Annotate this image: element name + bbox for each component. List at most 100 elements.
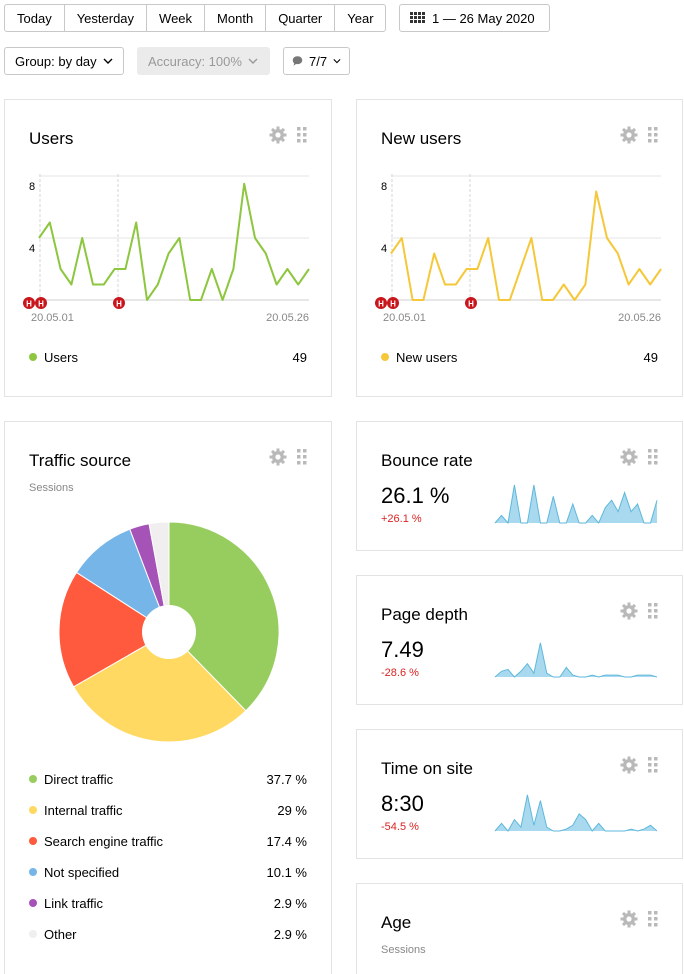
widget-tools — [269, 126, 307, 144]
metric-value: 26.1 % — [381, 483, 450, 508]
group-by-label: Group: by day — [15, 53, 97, 69]
date-range-button[interactable]: 1 — 26 May 2020 — [399, 4, 550, 32]
drag-handle-icon[interactable] — [648, 911, 658, 927]
legend-row[interactable]: Other 2.9 % — [29, 926, 307, 942]
gear-icon[interactable] — [620, 448, 638, 466]
pie-slice[interactable] — [168, 521, 280, 712]
legend-value: 2.9 % — [273, 895, 307, 911]
holiday-marker[interactable]: H — [35, 297, 47, 309]
svg-text:H: H — [468, 300, 474, 309]
gear-icon[interactable] — [620, 910, 638, 928]
sparkline-line — [494, 484, 658, 525]
metric-delta: +26.1 % — [381, 513, 422, 525]
widget-title: Users — [29, 129, 74, 148]
gear-icon[interactable] — [269, 126, 287, 144]
legend-row[interactable]: Users 49 — [29, 349, 307, 365]
gear-icon[interactable] — [269, 448, 287, 466]
x-end-label: 20.05.26 — [618, 312, 661, 324]
drag-handle-icon[interactable] — [297, 127, 307, 143]
legend-row[interactable]: Not specified 10.1 % — [29, 864, 307, 880]
gear-icon[interactable] — [620, 756, 638, 774]
y-tick-label: 8 — [29, 181, 35, 193]
new-users-widget: New users 8 4 H H H 20.05.01 20.05.26 Ne… — [356, 99, 683, 397]
metric-delta: -54.5 % — [381, 821, 419, 833]
holiday-marker[interactable]: H — [387, 297, 399, 309]
pie-slice[interactable] — [72, 631, 247, 743]
holiday-marker[interactable]: H — [465, 297, 477, 309]
widget-title: Time on site — [381, 759, 473, 778]
metric-value: 7.49 — [381, 637, 424, 662]
holiday-marker[interactable]: H — [375, 297, 387, 309]
legend-value: 10.1 % — [266, 864, 307, 880]
widget-title: Bounce rate — [381, 451, 473, 470]
pie-slice[interactable] — [58, 571, 170, 688]
legend-value: 29 % — [277, 802, 307, 818]
period-week[interactable]: Week — [147, 5, 206, 31]
new-users-series-line — [390, 190, 662, 301]
sparkline-area — [495, 485, 657, 523]
group-by-dropdown[interactable]: Group: by day — [4, 47, 124, 75]
holiday-marker[interactable]: H — [113, 297, 125, 309]
sparkline-line — [494, 794, 658, 832]
x-end-label: 20.05.26 — [266, 312, 309, 324]
legend-dot — [29, 899, 37, 907]
legend-label: Users — [44, 349, 78, 365]
bounce-rate-widget: Bounce rate 26.1 % +26.1 % — [356, 421, 683, 551]
widget-title: Age — [381, 913, 412, 932]
bounce-rate-sparkline — [494, 484, 658, 525]
legend-row[interactable]: Search engine traffic 17.4 % — [29, 833, 307, 849]
legend-dot — [29, 868, 37, 876]
age-widget: Age Sessions — [356, 883, 683, 974]
legend-row[interactable]: New users 49 — [381, 349, 658, 365]
drag-handle-icon[interactable] — [648, 757, 658, 773]
legend-label: Search engine traffic — [44, 833, 163, 849]
legend-label: Internal traffic — [44, 802, 123, 818]
holiday-marker[interactable]: H — [23, 297, 35, 309]
accuracy-dropdown[interactable]: Accuracy: 100% — [137, 47, 270, 75]
widget-tools — [620, 126, 658, 144]
drag-handle-icon[interactable] — [648, 449, 658, 465]
widget-tools — [620, 910, 658, 928]
accuracy-label: Accuracy: 100% — [148, 53, 242, 69]
period-month[interactable]: Month — [205, 5, 267, 31]
period-year[interactable]: Year — [347, 10, 374, 26]
widget-tools — [620, 448, 658, 466]
svg-text:H: H — [378, 300, 384, 309]
time-on-site-sparkline — [494, 794, 658, 832]
widget-tools — [620, 602, 658, 620]
pie-slice[interactable] — [148, 521, 170, 633]
chevron-down-icon — [248, 58, 258, 64]
users-series-line — [38, 182, 310, 301]
widget-tools — [269, 448, 307, 466]
comment-icon — [292, 56, 303, 66]
widget-subtitle: Sessions — [29, 482, 74, 494]
legend-value: 37.7 % — [266, 771, 307, 787]
legend-total: 49 — [643, 349, 658, 365]
legend-total: 49 — [292, 349, 307, 365]
page-depth-widget: Page depth 7.49 -28.6 % — [356, 575, 683, 705]
x-start-label: 20.05.01 — [31, 312, 74, 324]
drag-handle-icon[interactable] — [648, 603, 658, 619]
x-start-label: 20.05.01 — [383, 312, 426, 324]
gear-icon[interactable] — [620, 602, 638, 620]
gear-icon[interactable] — [620, 126, 638, 144]
drag-handle-icon[interactable] — [297, 449, 307, 465]
period-today[interactable]: Today — [5, 5, 65, 31]
chevron-down-icon — [333, 59, 341, 64]
legend-row[interactable]: Direct traffic 37.7 % — [29, 771, 307, 787]
legend-row[interactable]: Link traffic 2.9 % — [29, 895, 307, 911]
period-yesterday[interactable]: Yesterday — [65, 5, 148, 31]
sparkline-area — [495, 642, 657, 677]
legend-row[interactable]: Internal traffic 29 % — [29, 802, 307, 818]
period-selector: Today Yesterday Week Month Quarter Year — [4, 4, 386, 32]
annotations-dropdown[interactable]: 7/7 — [283, 47, 350, 75]
legend-dot — [29, 806, 37, 814]
y-tick-label: 4 — [381, 243, 387, 255]
legend-dot — [381, 353, 389, 361]
drag-handle-icon[interactable] — [648, 127, 658, 143]
svg-text:H: H — [390, 300, 396, 309]
annotations-label: 7/7 — [309, 53, 328, 69]
legend-label: New users — [396, 349, 458, 365]
period-quarter[interactable]: Quarter — [266, 5, 336, 31]
legend-dot — [29, 775, 37, 783]
